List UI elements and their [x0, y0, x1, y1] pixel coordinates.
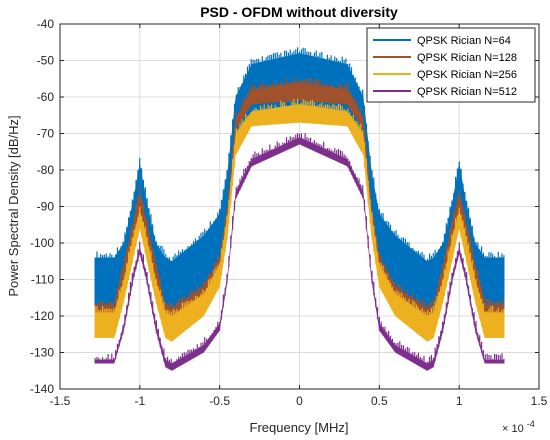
y-tick-label: -50	[37, 54, 55, 68]
x-tick-label: 1	[456, 394, 463, 408]
x-exponent-label: × 10 -4	[502, 419, 535, 435]
y-tick-label: -80	[37, 163, 55, 177]
x-tick-label: 1.5	[531, 394, 548, 408]
series-noise	[94, 133, 505, 371]
series-noise	[94, 47, 505, 313]
series-1	[94, 47, 505, 313]
x-tick-label: -1	[134, 394, 145, 408]
y-tick-label: -40	[37, 17, 55, 31]
x-tick-label: 0	[296, 394, 303, 408]
x-axis-title: Frequency [MHz]	[250, 420, 349, 435]
legend-entry: QPSK Rician N=256	[417, 69, 517, 81]
series-4	[94, 133, 505, 371]
y-tick-label: -110	[31, 273, 54, 287]
series-layer	[94, 47, 505, 371]
y-tick-label: -120	[30, 309, 54, 323]
y-tick-label: -100	[30, 236, 54, 250]
y-tick-label: -140	[30, 382, 54, 396]
y-tick-label: -60	[37, 90, 55, 104]
legend: QPSK Rician N=64 QPSK Rician N=128 QPSK Ri…	[366, 27, 536, 103]
legend-entry: QPSK Rician N=64	[417, 35, 511, 47]
y-tick-label: -70	[37, 127, 55, 141]
x-tick-label: 0.5	[371, 394, 388, 408]
chart-title: PSD - OFDM without diversity	[200, 4, 398, 20]
axis-ticks: -1.5 -1 -0.5 0 0.5 1 1.5 -140 -130 -120 -110 -100 -9…	[30, 17, 548, 408]
legend-entry: QPSK Rician N=128	[417, 52, 517, 64]
legend-entry: QPSK Rician N=512	[417, 86, 517, 98]
x-tick-label: -1.5	[50, 394, 71, 408]
y-tick-label: -130	[30, 346, 54, 360]
x-tick-label: -0.5	[209, 394, 230, 408]
x-exponent-base: × 10	[502, 423, 524, 435]
y-axis-title: Power Spectral Density [dB/Hz]	[6, 115, 21, 296]
series-3	[94, 98, 505, 342]
x-exponent-power: -4	[527, 419, 535, 429]
series-noise	[94, 98, 505, 342]
y-tick-label: -90	[37, 200, 55, 214]
